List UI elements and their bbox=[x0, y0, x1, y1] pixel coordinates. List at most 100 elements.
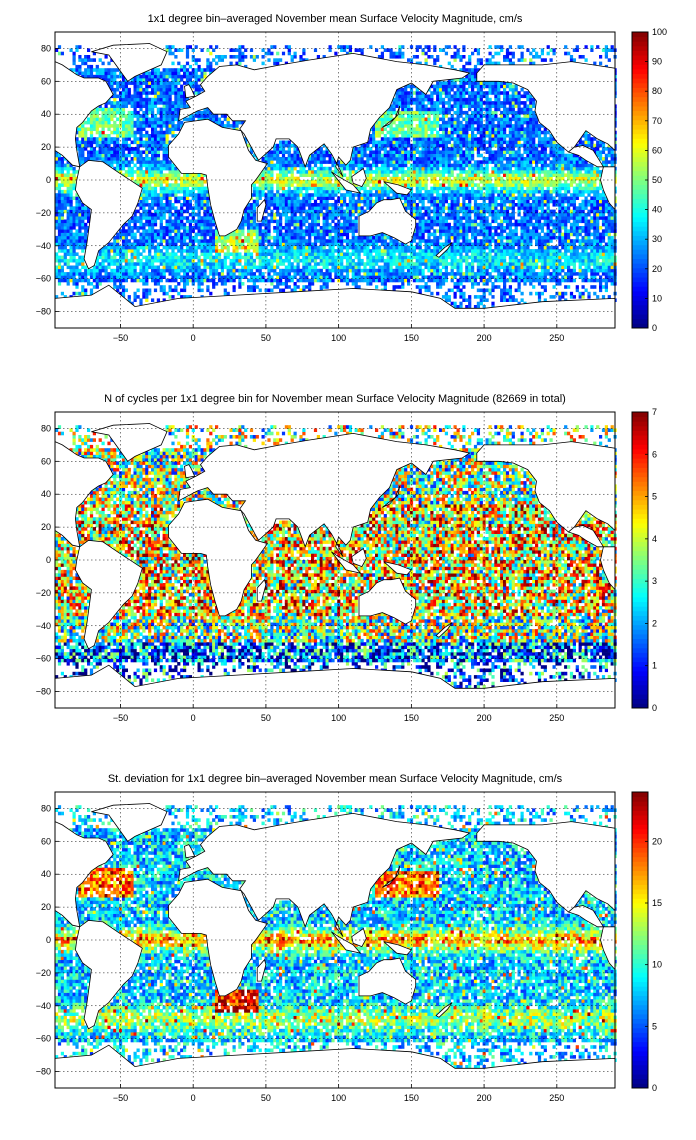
heatmap-cell bbox=[436, 219, 440, 224]
heatmap-cell bbox=[503, 209, 507, 214]
heatmap-cell bbox=[444, 262, 449, 266]
heatmap-cell bbox=[424, 245, 428, 250]
heatmap-cell bbox=[459, 252, 463, 256]
heatmap-cell bbox=[55, 222, 59, 227]
heatmap-cell bbox=[523, 209, 527, 214]
heatmap-cell bbox=[386, 193, 390, 197]
heatmap-cell bbox=[389, 272, 393, 276]
heatmap-cell bbox=[72, 282, 76, 286]
heatmap-cell bbox=[139, 265, 143, 270]
heatmap-cell bbox=[383, 258, 387, 263]
heatmap-cell bbox=[587, 255, 591, 260]
heatmap-cell bbox=[348, 203, 353, 207]
heatmap-cell bbox=[337, 272, 341, 276]
heatmap-cell bbox=[220, 235, 225, 240]
heatmap-cell bbox=[63, 232, 67, 237]
heatmap-cell bbox=[101, 275, 105, 279]
heatmap-cell bbox=[113, 255, 117, 260]
heatmap-cell bbox=[369, 239, 373, 243]
heatmap-cell bbox=[500, 298, 504, 302]
heatmap-cell bbox=[334, 242, 338, 247]
heatmap-cell bbox=[142, 295, 146, 299]
heatmap-cell bbox=[526, 209, 530, 214]
heatmap-cell bbox=[107, 278, 111, 283]
heatmap-cell bbox=[424, 206, 428, 210]
heatmap-cell bbox=[281, 242, 286, 247]
heatmap-cell bbox=[133, 268, 137, 273]
heatmap-cell bbox=[203, 262, 207, 266]
heatmap-cell bbox=[206, 222, 210, 227]
heatmap-cell bbox=[354, 275, 358, 279]
heatmap-cell bbox=[398, 258, 402, 263]
heatmap-cell bbox=[121, 258, 126, 263]
heatmap-cell bbox=[456, 258, 460, 263]
heatmap-cell bbox=[427, 209, 431, 214]
heatmap-cell bbox=[168, 229, 172, 233]
heatmap-cell bbox=[485, 278, 489, 283]
heatmap-cell bbox=[380, 242, 385, 247]
heatmap-cell bbox=[113, 268, 117, 273]
heatmap-cell bbox=[540, 242, 545, 247]
heatmap-cell bbox=[72, 183, 76, 187]
heatmap-cell bbox=[133, 209, 137, 214]
heatmap-cell bbox=[575, 239, 579, 243]
heatmap-cell bbox=[95, 285, 99, 289]
heatmap-cell bbox=[200, 196, 204, 200]
heatmap-cell bbox=[113, 275, 117, 279]
heatmap-cell bbox=[331, 186, 335, 191]
heatmap-cell bbox=[279, 282, 283, 286]
heatmap-cell bbox=[354, 222, 358, 227]
heatmap-cell bbox=[412, 206, 417, 210]
heatmap-cell bbox=[183, 295, 187, 299]
heatmap-cell bbox=[110, 272, 114, 276]
heatmap-cell bbox=[81, 262, 85, 266]
heatmap-cell bbox=[345, 212, 350, 217]
heatmap-cell bbox=[194, 212, 198, 217]
heatmap-cell bbox=[578, 206, 582, 210]
heatmap-cell bbox=[174, 206, 178, 210]
heatmap-cell bbox=[578, 242, 582, 247]
heatmap-cell bbox=[168, 199, 172, 204]
heatmap-cell bbox=[238, 258, 242, 263]
heatmap-cell bbox=[232, 239, 236, 243]
heatmap-cell bbox=[148, 242, 152, 247]
heatmap-cell bbox=[421, 183, 425, 187]
heatmap-cell bbox=[194, 226, 198, 230]
heatmap-cell bbox=[357, 193, 361, 197]
heatmap-cell bbox=[523, 245, 527, 250]
heatmap-cell bbox=[75, 206, 79, 210]
heatmap-cell bbox=[392, 268, 396, 273]
heatmap-cell bbox=[165, 206, 169, 210]
heatmap-cell bbox=[537, 186, 542, 191]
heatmap-cell bbox=[494, 206, 498, 210]
heatmap-cell bbox=[244, 235, 248, 240]
heatmap-cell bbox=[436, 282, 440, 286]
heatmap-cell bbox=[526, 278, 530, 283]
heatmap-cell bbox=[156, 193, 161, 197]
heatmap-cell bbox=[284, 275, 289, 279]
heatmap-cell bbox=[328, 189, 332, 194]
heatmap-cell bbox=[148, 212, 152, 217]
heatmap-cell bbox=[287, 252, 291, 256]
heatmap-cell bbox=[337, 235, 341, 240]
heatmap-cell bbox=[206, 229, 210, 233]
heatmap-cell bbox=[497, 245, 501, 250]
heatmap-cell bbox=[293, 229, 297, 233]
heatmap-cell bbox=[407, 268, 411, 273]
heatmap-cell bbox=[456, 305, 460, 309]
heatmap-cell bbox=[209, 229, 213, 233]
heatmap-cell bbox=[235, 245, 239, 250]
heatmap-cell bbox=[462, 275, 466, 279]
heatmap-cell bbox=[453, 282, 457, 286]
heatmap-cell bbox=[578, 209, 582, 214]
heatmap-cell bbox=[165, 229, 169, 233]
heatmap-cell bbox=[500, 222, 504, 227]
heatmap-cell bbox=[69, 268, 73, 273]
heatmap-cell bbox=[238, 272, 242, 276]
heatmap-cell bbox=[185, 176, 190, 181]
heatmap-cell bbox=[572, 216, 577, 220]
heatmap-cell bbox=[476, 255, 481, 260]
heatmap-cell bbox=[610, 255, 614, 260]
heatmap-cell bbox=[424, 186, 428, 191]
heatmap-cell bbox=[293, 226, 297, 230]
